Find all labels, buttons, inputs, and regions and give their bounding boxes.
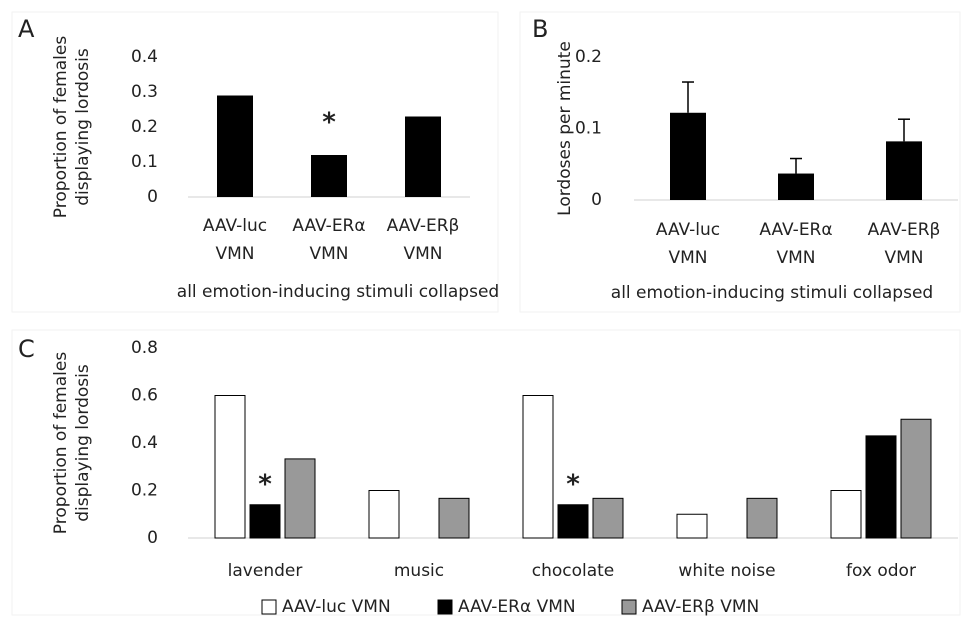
annotation: * [566,469,580,499]
y-tick-label: 0.2 [131,481,158,501]
annotation: * [258,469,272,499]
panel-label: A [18,15,35,43]
y-tick-label: 0.4 [131,47,158,67]
panel-frame [519,11,961,313]
bar [249,504,281,539]
bar [900,418,932,539]
y-tick-label: 0.1 [131,152,158,172]
y-axis-label: Proportion of females [51,352,71,535]
bar [830,490,862,539]
y-tick-label: 0.2 [131,117,158,137]
x-tick-label: VMN [403,244,442,264]
bar [778,173,814,200]
x-tick-label: AAV-luc [203,216,267,236]
bar [746,497,778,539]
bar [284,458,316,539]
bar [557,504,589,539]
y-tick-label: 0.1 [575,119,602,139]
y-tick-label: 0 [147,187,158,207]
y-tick-label: 0.8 [131,338,158,358]
y-tick-label: 0.2 [575,47,602,67]
y-axis-label: Proportion of females [51,36,71,219]
x-tick-label: AAV-ERα [759,220,832,240]
y-axis-label: displaying lordosis [73,48,93,206]
panel-frame [11,329,961,616]
y-tick-label: 0 [147,528,158,548]
x-tick-label: AAV-ERβ [868,220,941,240]
legend-swatch [261,599,277,615]
y-tick-label: 0.6 [131,386,158,406]
y-tick-label: 0.4 [131,433,158,453]
bar [670,112,706,200]
bar [311,155,347,197]
bar [217,95,253,197]
x-tick-label: music [394,561,444,581]
x-tick-label: fox odor [846,561,916,581]
x-tick-label: VMN [668,248,707,268]
bar [368,490,400,539]
y-axis-label: Lordoses per minute [555,41,575,216]
y-tick-label: 0 [591,190,602,210]
x-axis-label: all emotion-inducing stimuli collapsed [611,283,933,303]
y-axis-label: displaying lordosis [73,364,93,522]
x-tick-label: VMN [776,248,815,268]
x-tick-label: AAV-ERα [292,216,365,236]
x-tick-label: AAV-ERβ [387,216,460,236]
bar [592,497,624,539]
bar [405,116,441,197]
bar [214,395,246,539]
x-tick-label: white noise [678,561,775,581]
legend-label: AAV-luc VMN [282,597,391,617]
x-tick-label: VMN [884,248,923,268]
y-tick-label: 0.3 [131,82,158,102]
panel-label: C [18,335,35,363]
panel-label: B [532,15,548,43]
legend-swatch [621,599,637,615]
bar [886,141,922,200]
bar [438,497,470,539]
x-tick-label: lavender [228,561,303,581]
x-tick-label: chocolate [532,561,615,581]
x-tick-label: VMN [215,244,254,264]
bar [865,435,897,539]
x-tick-label: VMN [309,244,348,264]
panel-frame [11,11,499,313]
legend-swatch [437,599,453,615]
annotation: * [322,108,336,138]
x-axis-label: all emotion-inducing stimuli collapsed [177,282,499,302]
legend-label: AAV-ERα VMN [458,597,576,617]
bar [676,513,708,539]
x-tick-label: AAV-luc [656,220,720,240]
legend-label: AAV-ERβ VMN [642,597,759,617]
bar [522,395,554,539]
